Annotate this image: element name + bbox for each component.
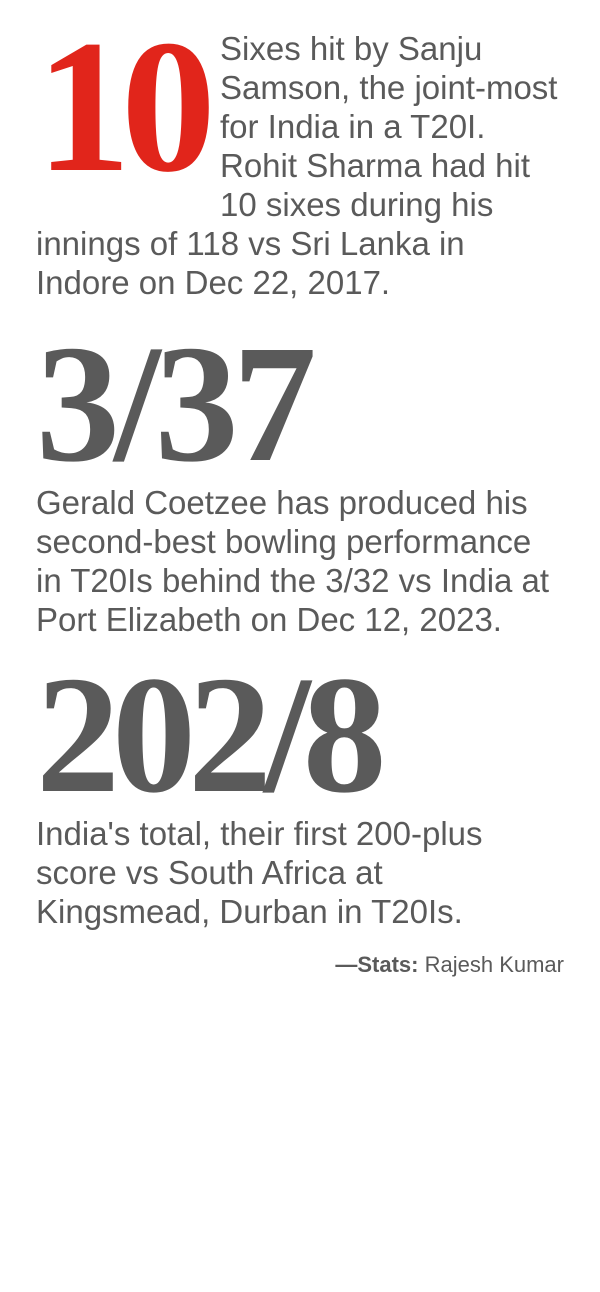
stats-infographic: 10 Sixes hit by Sanju Samson, the joint-…	[0, 0, 600, 998]
stat-block-3: 202/8 India's total, their first 200-plu…	[36, 660, 564, 932]
stat-3-description: India's total, their first 200-plus scor…	[36, 815, 483, 930]
stats-credit: —Stats: Rajesh Kumar	[36, 952, 564, 978]
stat-block-1: 10 Sixes hit by Sanju Samson, the joint-…	[36, 30, 564, 303]
stat-2-number: 3/37	[36, 329, 564, 480]
stat-3-number: 202/8	[36, 660, 564, 811]
stat-1-number: 10	[36, 30, 206, 186]
stat-2-description: Gerald Coetzee has produced his second-b…	[36, 484, 549, 638]
credit-name: Rajesh Kumar	[418, 952, 564, 977]
stat-block-2: 3/37 Gerald Coetzee has produced his sec…	[36, 329, 564, 640]
credit-label: —Stats:	[335, 952, 418, 977]
